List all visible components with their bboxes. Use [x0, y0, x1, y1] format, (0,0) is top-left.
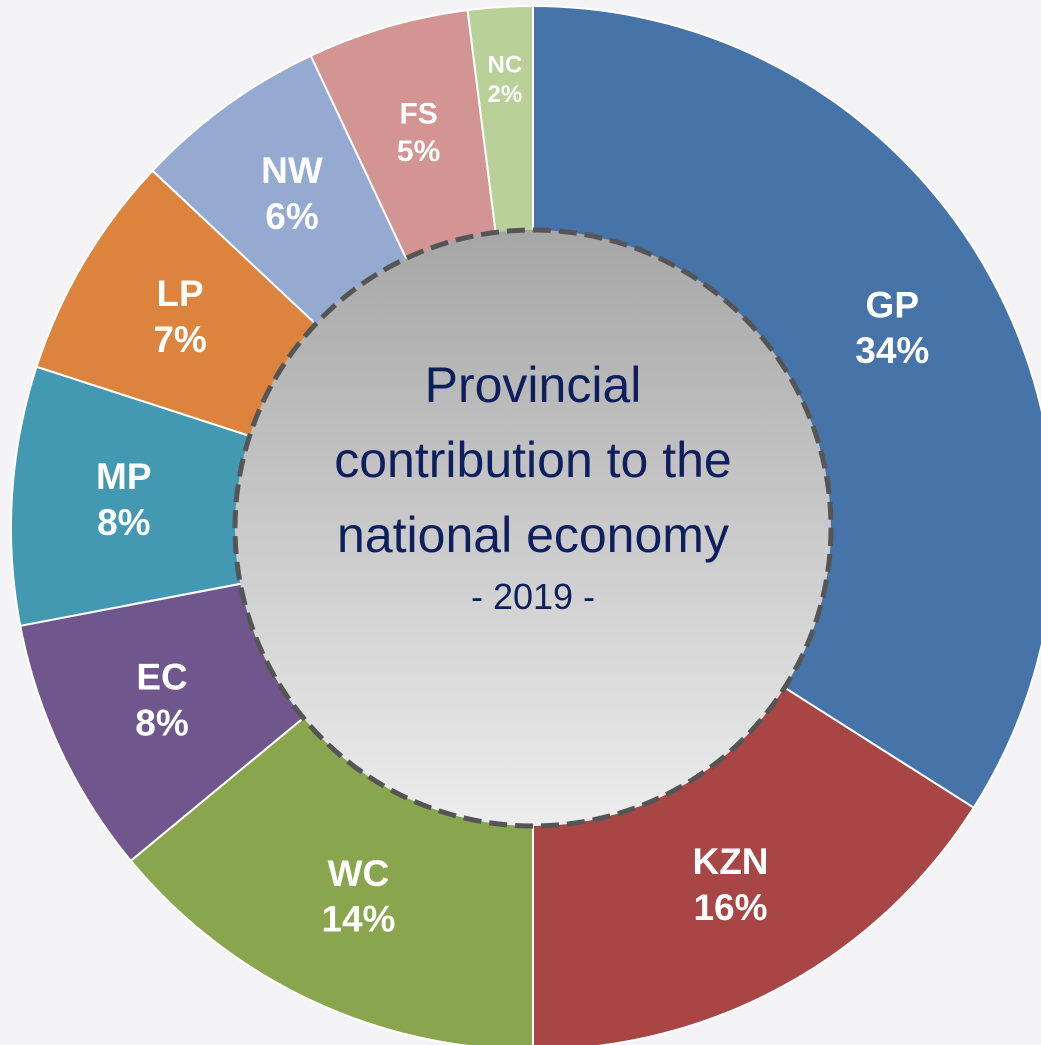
slice-value-label: 8% — [97, 502, 150, 543]
slice-value-label: 6% — [265, 196, 318, 237]
slice-name-label: KZN — [692, 841, 768, 882]
chart-subtitle: - 2019 - — [470, 576, 596, 617]
slice-value-label: 5% — [397, 135, 440, 168]
slice-value-label: 7% — [153, 319, 206, 360]
slice-value-label: 16% — [693, 887, 767, 928]
chart-title: Provincial contribution to the national … — [334, 357, 732, 563]
slice-name-label: MP — [96, 456, 152, 497]
donut-hole — [232, 227, 834, 829]
slice-value-label: 2% — [488, 81, 523, 108]
slice-name-label: LP — [156, 273, 203, 314]
slice-value-label: 14% — [321, 899, 395, 940]
center-text: Provincial contribution to the national … — [323, 348, 743, 621]
slice-value-label: 34% — [855, 330, 929, 371]
slice-name-label: NW — [261, 150, 323, 191]
slice-name-label: GP — [866, 284, 919, 325]
slice-name-label: EC — [136, 656, 187, 697]
slice-value-label: 8% — [135, 702, 188, 743]
slice-name-label: WC — [328, 853, 390, 894]
slice-name-label: NC — [488, 51, 523, 78]
slice-name-label: FS — [399, 98, 437, 131]
